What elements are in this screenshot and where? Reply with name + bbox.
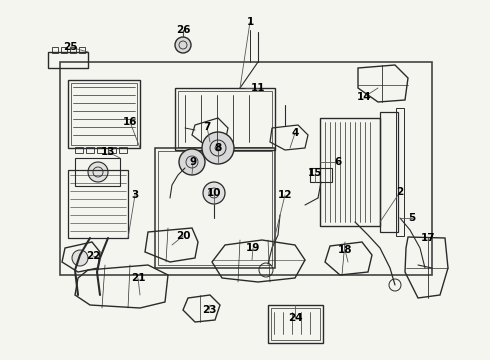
Circle shape	[215, 145, 221, 151]
Text: 23: 23	[202, 305, 216, 315]
Text: 9: 9	[190, 157, 196, 167]
Text: 5: 5	[408, 213, 416, 223]
Text: 20: 20	[176, 231, 190, 241]
Text: 18: 18	[338, 245, 352, 255]
Bar	[155, 148, 275, 268]
Text: 19: 19	[246, 243, 260, 253]
Text: 4: 4	[292, 128, 299, 138]
Text: 3: 3	[131, 190, 139, 200]
Bar	[97, 147, 105, 153]
Circle shape	[88, 162, 108, 182]
Circle shape	[203, 182, 225, 204]
Bar	[86, 147, 94, 153]
Bar	[75, 158, 120, 186]
Bar	[268, 305, 323, 343]
Text: 25: 25	[63, 42, 77, 52]
Text: 6: 6	[334, 157, 342, 167]
Text: 15: 15	[308, 168, 322, 178]
Bar	[119, 147, 127, 153]
Bar	[48, 52, 88, 68]
Text: 1: 1	[246, 17, 254, 27]
Bar	[75, 147, 83, 153]
Bar	[71, 83, 137, 145]
Bar	[79, 47, 85, 53]
Bar	[60, 62, 432, 275]
Circle shape	[202, 132, 234, 164]
Text: 10: 10	[207, 188, 221, 198]
Bar	[158, 151, 272, 265]
Text: 7: 7	[203, 122, 211, 132]
Bar	[61, 47, 67, 53]
Text: 24: 24	[288, 313, 302, 323]
Text: 21: 21	[131, 273, 145, 283]
Bar	[310, 168, 332, 182]
Text: 13: 13	[101, 147, 115, 157]
Text: 22: 22	[86, 251, 100, 261]
Bar	[68, 170, 128, 238]
Bar	[70, 47, 76, 53]
Text: 12: 12	[278, 190, 292, 200]
Text: 26: 26	[176, 25, 190, 35]
Circle shape	[179, 149, 205, 175]
Text: 17: 17	[421, 233, 435, 243]
Bar	[175, 88, 275, 150]
Bar	[396, 108, 404, 236]
Bar	[108, 147, 116, 153]
Text: 11: 11	[251, 83, 265, 93]
Text: 2: 2	[396, 187, 404, 197]
Text: 14: 14	[357, 92, 371, 102]
Bar	[271, 308, 320, 340]
Circle shape	[72, 250, 88, 266]
Text: 8: 8	[215, 143, 221, 153]
Bar	[320, 118, 380, 226]
Bar	[380, 112, 398, 232]
Text: 16: 16	[123, 117, 137, 127]
Bar	[178, 91, 272, 147]
Bar	[68, 80, 140, 148]
Circle shape	[175, 37, 191, 53]
Bar	[52, 47, 58, 53]
